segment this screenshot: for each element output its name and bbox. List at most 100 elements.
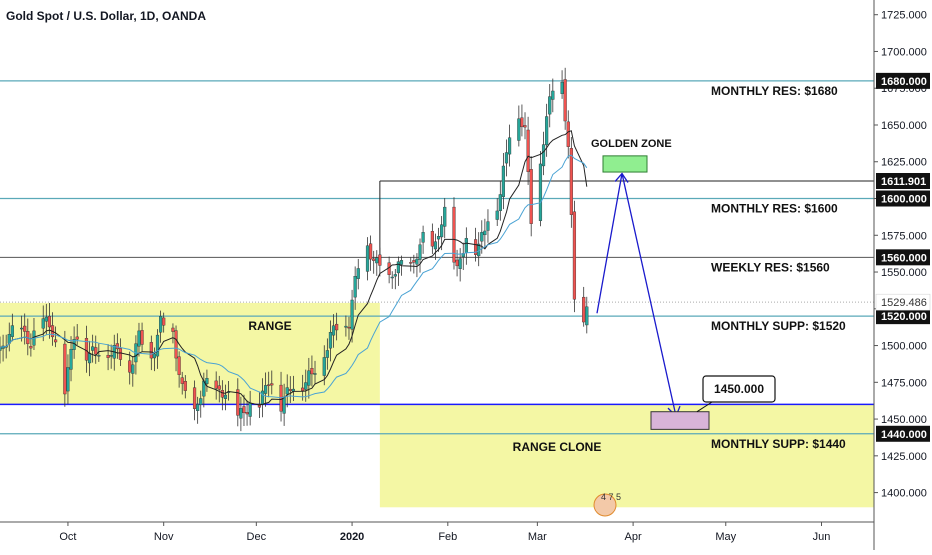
candle-body: [97, 355, 101, 357]
candle-body: [84, 338, 89, 361]
candle-body: [313, 373, 317, 375]
candle-body: [350, 299, 354, 330]
candle-body: [20, 327, 24, 330]
candle-body: [322, 357, 326, 376]
candle-body: [412, 260, 416, 263]
projection-arrowhead-up: [614, 172, 629, 183]
candle-body: [517, 118, 521, 141]
candle-body: [582, 296, 586, 323]
candle-body: [245, 412, 249, 415]
watermark-badge: [593, 493, 617, 517]
candle-body: [248, 402, 252, 417]
candle-body: [486, 221, 490, 231]
range-label: RANGE: [248, 319, 291, 333]
x-tick-label: May: [715, 531, 736, 543]
candle-body: [507, 137, 512, 155]
candle-body: [409, 262, 413, 264]
candle-body: [137, 330, 141, 347]
candle-body: [498, 194, 502, 211]
candle-body: [159, 316, 163, 333]
candle-body: [183, 380, 187, 391]
y-tick-label: 1475.000: [881, 377, 927, 389]
candle-body: [264, 385, 268, 394]
golden-zone-box: [602, 155, 648, 173]
candle-body: [282, 396, 286, 414]
level-tag: MONTHLY SUPP: $1520: [711, 319, 846, 333]
candle-body: [344, 325, 348, 328]
candle-body: [464, 238, 468, 253]
y-tick-label: 1700.000: [881, 46, 927, 58]
target-callout-pointer: [696, 401, 713, 413]
candle-body: [393, 274, 397, 277]
chart-title: Gold Spot / U.S. Dollar, 1D, OANDA: [6, 9, 207, 23]
y-tick-label: 1625.000: [881, 157, 927, 169]
candle-body: [523, 125, 527, 128]
candle-body: [217, 385, 221, 390]
y-tick-label: 1650.000: [881, 120, 927, 132]
candle-body: [375, 257, 379, 264]
candle-body: [205, 377, 209, 384]
candle-body: [378, 254, 382, 266]
x-tick-label: 2020: [340, 531, 364, 543]
candle-body: [353, 276, 357, 298]
target-box: [650, 411, 710, 430]
candle-body: [563, 79, 567, 122]
candle-body: [440, 224, 444, 238]
level-price-tag: [876, 190, 930, 207]
candle-body: [29, 345, 33, 349]
level-price-tag: [876, 249, 930, 266]
candle-body: [545, 116, 549, 146]
candle-body: [572, 211, 577, 300]
level-tag: MONTHLY RES: $1600: [711, 202, 838, 216]
candle-body: [458, 258, 462, 269]
level-tag: MONTHLY RES: $1680: [711, 84, 838, 98]
candle-body: [520, 117, 524, 128]
x-tick-label: Oct: [59, 531, 76, 543]
candle-body: [430, 231, 434, 247]
level-price-tag: [876, 425, 930, 442]
level-price-label: 1440.000: [881, 429, 927, 441]
y-axis-panel: [874, 0, 932, 550]
candle-body: [301, 387, 305, 391]
candle-body: [529, 169, 533, 224]
y-tick-label: 1500.000: [881, 341, 927, 353]
candle-body: [455, 259, 459, 267]
candle-body: [270, 383, 274, 386]
level-price-tag: [876, 72, 930, 89]
candle-body: [436, 236, 441, 240]
level-price-tag: [876, 308, 930, 325]
candle-body: [94, 347, 98, 355]
candle-body: [415, 258, 419, 265]
candle-body: [131, 364, 135, 374]
level-price-tag: [876, 173, 930, 190]
candle-body: [23, 325, 27, 332]
candle-body: [115, 343, 119, 350]
candle-body: [257, 403, 262, 408]
candle-body: [365, 245, 370, 272]
x-tick-label: Nov: [154, 531, 174, 543]
candle-body: [199, 398, 203, 405]
candle-body: [310, 368, 314, 375]
candle-body: [140, 330, 144, 345]
candle-body: [372, 258, 376, 261]
candle-body: [192, 387, 197, 409]
candle-body: [267, 384, 271, 386]
y-tick-label: 1575.000: [881, 230, 927, 242]
x-tick-label: Dec: [247, 531, 267, 543]
candle-body: [128, 360, 132, 373]
candle-body: [177, 356, 181, 375]
candle-body: [288, 389, 292, 391]
candle-body: [106, 354, 110, 358]
candle-body: [331, 325, 336, 336]
golden-zone-label: GOLDEN ZONE: [591, 138, 672, 150]
candle-body: [87, 352, 92, 364]
candle-body: [75, 336, 79, 340]
range-clone-box: [379, 404, 874, 508]
candle-body: [44, 316, 48, 322]
candle-body: [239, 408, 243, 419]
candle-body: [585, 306, 589, 326]
candle-body: [109, 355, 113, 357]
candle-body: [41, 318, 45, 329]
candle-body: [91, 346, 95, 351]
